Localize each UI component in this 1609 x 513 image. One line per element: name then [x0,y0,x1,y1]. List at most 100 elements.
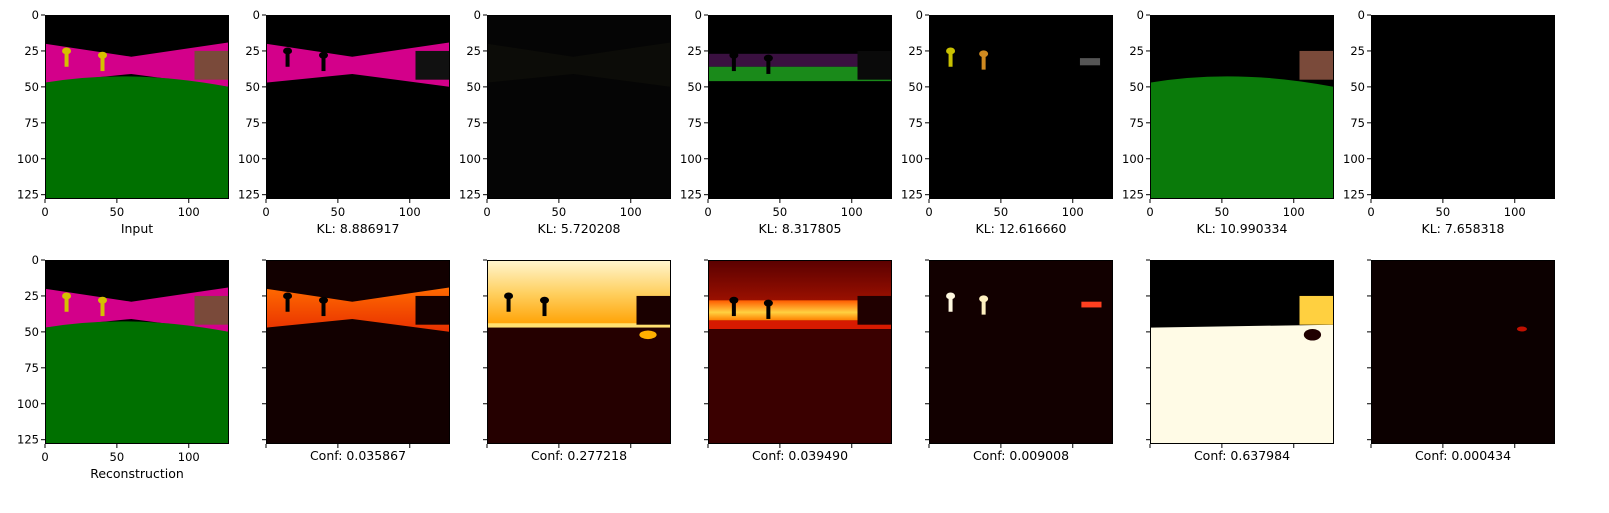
panel-bottom-4: Conf: 0.009008 [925,259,1113,463]
panel-image [266,260,450,444]
x-tick-label: 0 [262,205,269,219]
y-tick-label: 100 [459,152,481,166]
key-icon [283,47,293,67]
x-tick-label: 0 [41,450,48,464]
key-icon [319,296,328,317]
panel-label: Conf: 0.637984 [1194,448,1290,463]
y-tick-label: 0 [1358,8,1365,22]
y-tick-label: 125 [17,188,39,202]
panel-label: KL: 7.658318 [1422,221,1505,236]
x-tick-label: 100 [1283,205,1305,219]
y-tick-label: 75 [1129,116,1144,130]
panel-bottom-6: Conf: 0.000434 [1367,259,1555,463]
y-tick-label: 100 [17,397,39,411]
y-tick-label: 125 [238,188,260,202]
x-tick-label: 100 [620,205,642,219]
axes-frame [266,15,450,199]
y-tick-label: 0 [32,253,39,267]
x-tick-label: 100 [178,450,200,464]
panel-image [929,15,1113,199]
panel-image [1371,260,1555,444]
axes-frame [929,260,1113,444]
panel-image [487,260,671,444]
y-tick-label: 125 [1343,188,1365,202]
axes-frame [45,15,229,199]
axes-frame [1150,260,1334,444]
key-icon [946,47,956,67]
y-tick-label: 100 [680,152,702,166]
key-icon [540,296,549,317]
y-tick-label: 125 [1122,188,1144,202]
y-tick-label: 50 [24,80,39,94]
y-tick-label: 50 [687,80,702,94]
y-tick-label: 75 [1350,116,1365,130]
y-tick-label: 0 [1137,8,1144,22]
key-icon [979,50,989,70]
panel-label: Conf: 0.039490 [752,448,848,463]
y-tick-label: 0 [474,8,481,22]
y-tick-label: 25 [245,44,260,58]
y-tick-label: 75 [24,116,39,130]
panel-image [487,15,671,199]
box-object [415,295,450,325]
y-tick-label: 100 [901,152,923,166]
x-tick-label: 100 [1062,205,1084,219]
panel-label: Conf: 0.009008 [973,448,1069,463]
panel-image [45,260,229,444]
x-tick-label: 0 [1367,205,1374,219]
y-tick-label: 75 [687,116,702,130]
floor-region [45,321,229,444]
box-object [1299,50,1334,80]
axes-frame [708,260,892,444]
y-tick-label: 0 [32,8,39,22]
x-tick-label: 50 [110,450,125,464]
panel-label: KL: 8.317805 [759,221,842,236]
x-tick-label: 50 [1436,205,1451,219]
key-icon [763,299,773,319]
y-tick-label: 125 [17,433,39,447]
y-tick-label: 75 [24,361,39,375]
axes-frame [45,260,229,444]
box-object [415,50,450,80]
panel-label: Conf: 0.035867 [310,448,406,463]
y-tick-label: 125 [459,188,481,202]
x-tick-label: 50 [331,205,346,219]
axes-frame [487,15,671,199]
panel-image [708,15,892,199]
x-tick-label: 0 [1146,205,1153,219]
box-object [636,295,671,325]
axes-frame [266,260,450,444]
y-tick-label: 25 [24,289,39,303]
key-icon [763,54,773,74]
x-tick-label: 50 [1215,205,1230,219]
y-tick-label: 125 [680,188,702,202]
panel-label: KL: 5.720208 [538,221,621,236]
panel-image [1150,260,1334,444]
panel-bottom-2: Conf: 0.277218 [483,259,671,463]
y-tick-label: 25 [1350,44,1365,58]
axes-frame [1371,15,1555,199]
floor-region [45,76,229,199]
panel-image [1371,15,1555,199]
x-tick-label: 0 [704,205,711,219]
axes-frame [1371,260,1555,444]
wall-region [45,42,229,87]
box-object [194,295,229,325]
y-tick-label: 50 [908,80,923,94]
x-tick-label: 50 [552,205,567,219]
panel-image [708,260,892,444]
y-tick-label: 100 [1122,152,1144,166]
x-tick-label: 100 [1504,205,1526,219]
panel-image [929,260,1113,444]
key-icon [946,292,956,312]
panel-bottom-5: Conf: 0.637984 [1146,259,1334,463]
y-tick-label: 25 [24,44,39,58]
x-tick-label: 100 [178,205,200,219]
